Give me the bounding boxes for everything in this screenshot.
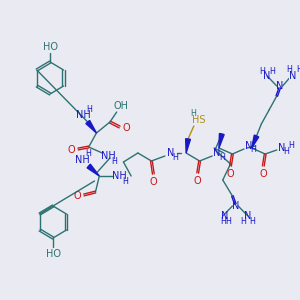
Polygon shape (87, 164, 99, 176)
Text: N: N (232, 201, 239, 211)
Text: H: H (190, 109, 196, 118)
Text: O: O (194, 176, 202, 186)
Text: NH: NH (75, 155, 89, 165)
Polygon shape (186, 139, 190, 153)
Polygon shape (86, 120, 96, 133)
Text: N: N (244, 211, 251, 221)
Text: N: N (245, 141, 253, 151)
Text: N: N (263, 71, 271, 81)
Text: O: O (227, 169, 234, 179)
Text: O: O (73, 191, 81, 201)
Text: NH: NH (112, 171, 127, 181)
Text: H: H (111, 157, 117, 166)
Text: N: N (290, 71, 297, 81)
Text: H: H (288, 142, 294, 151)
Polygon shape (252, 135, 259, 148)
Text: N: N (221, 211, 228, 221)
Text: NH: NH (100, 151, 116, 161)
Text: O: O (68, 145, 75, 155)
Text: HS: HS (192, 115, 206, 125)
Text: H: H (86, 106, 92, 115)
Text: H: H (284, 148, 290, 157)
Text: H: H (251, 146, 256, 154)
Text: H: H (260, 68, 265, 76)
Text: HO: HO (46, 249, 61, 259)
Text: H: H (269, 68, 275, 76)
Text: O: O (260, 169, 267, 179)
Text: H: H (286, 65, 292, 74)
Text: H: H (250, 218, 256, 226)
Text: N: N (213, 148, 221, 158)
Text: O: O (149, 177, 157, 187)
Text: NH: NH (76, 110, 90, 120)
Text: H: H (219, 152, 225, 161)
Text: N: N (278, 143, 285, 153)
Text: H: H (172, 152, 178, 161)
Text: O: O (122, 123, 130, 133)
Text: H: H (296, 65, 300, 74)
Text: N: N (276, 81, 284, 91)
Text: OH: OH (113, 101, 128, 111)
Text: HO: HO (43, 42, 58, 52)
Text: H: H (240, 218, 246, 226)
Text: H: H (226, 218, 232, 226)
Text: H: H (85, 149, 91, 158)
Text: H: H (122, 176, 128, 185)
Polygon shape (219, 134, 224, 148)
Text: H: H (220, 218, 226, 226)
Text: N: N (167, 148, 174, 158)
